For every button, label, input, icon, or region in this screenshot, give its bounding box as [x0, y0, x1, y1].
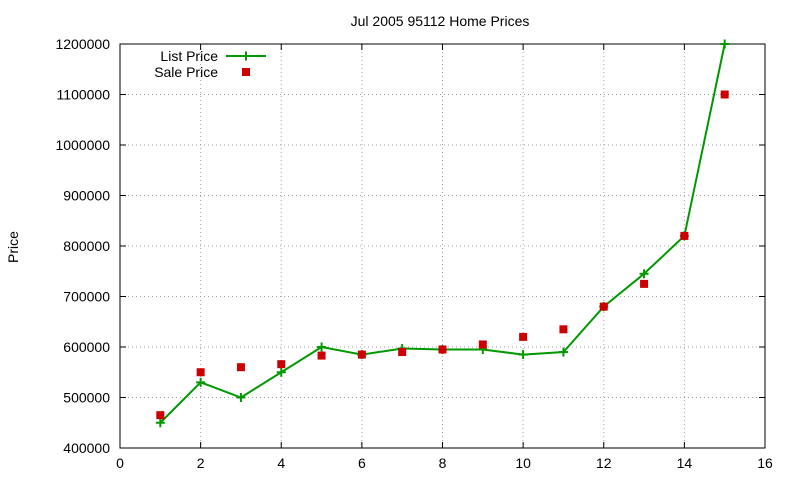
list-price-point	[639, 269, 649, 279]
sale-price-point	[156, 411, 165, 420]
sale-price-point	[438, 345, 447, 354]
x-tick-label: 12	[596, 455, 612, 471]
y-tick-label: 700000	[63, 289, 110, 305]
y-tick-label: 900000	[63, 188, 110, 204]
list-price-point	[196, 377, 206, 387]
x-tick-label: 2	[197, 455, 205, 471]
list-price-point	[558, 347, 568, 357]
sale-price-point	[398, 348, 407, 357]
y-tick-label: 1100000	[57, 87, 111, 103]
x-tick-label: 14	[677, 455, 693, 471]
list-price-point	[155, 418, 165, 428]
y-tick-label: 800000	[63, 238, 110, 254]
list-price-point	[317, 342, 327, 352]
list-price-point	[236, 393, 246, 402]
tick-labels: 0 2 4 6 8 10 12 14 16 400000 500000 600000 700000 800…	[55, 36, 773, 471]
x-tick-label: 16	[757, 455, 773, 471]
sale-price-point	[559, 325, 568, 334]
list-price-point	[276, 367, 286, 377]
list-price-point	[518, 350, 528, 360]
sale-price-point	[277, 360, 286, 369]
legend-swatch-plus	[241, 51, 251, 61]
y-tick-label: 600000	[63, 339, 110, 355]
chart-title: Jul 2005 95112 Home Prices	[351, 13, 530, 29]
sale-price-point	[196, 368, 205, 377]
series-layer	[155, 39, 730, 428]
y-tick-label: 1000000	[55, 137, 110, 153]
x-tick-label: 0	[116, 455, 124, 471]
series-sale-price	[156, 90, 729, 420]
legend-label: List Price	[160, 48, 218, 64]
legend-swatch-square	[242, 68, 250, 76]
sale-price-point	[599, 302, 608, 311]
legend-label: Sale Price	[154, 64, 218, 80]
sale-price-point	[317, 351, 326, 360]
y-tick-label: 1200000	[55, 36, 110, 52]
x-tick-label: 10	[515, 455, 531, 471]
y-tick-label: 400000	[63, 440, 110, 456]
list-price-point	[720, 39, 730, 49]
y-axis-label: Price	[5, 231, 21, 263]
axes	[119, 43, 766, 449]
sale-price-point	[519, 332, 528, 341]
sale-price-point	[478, 340, 487, 349]
x-tick-label: 4	[277, 455, 285, 471]
sale-price-point	[357, 350, 366, 359]
y-tick-label: 500000	[63, 390, 110, 406]
sale-price-point	[236, 363, 245, 372]
sale-price-point	[680, 231, 689, 240]
x-tick-label: 6	[358, 455, 366, 471]
sale-price-point	[720, 90, 729, 99]
x-tick-label: 8	[439, 455, 447, 471]
sale-price-point	[640, 279, 649, 288]
